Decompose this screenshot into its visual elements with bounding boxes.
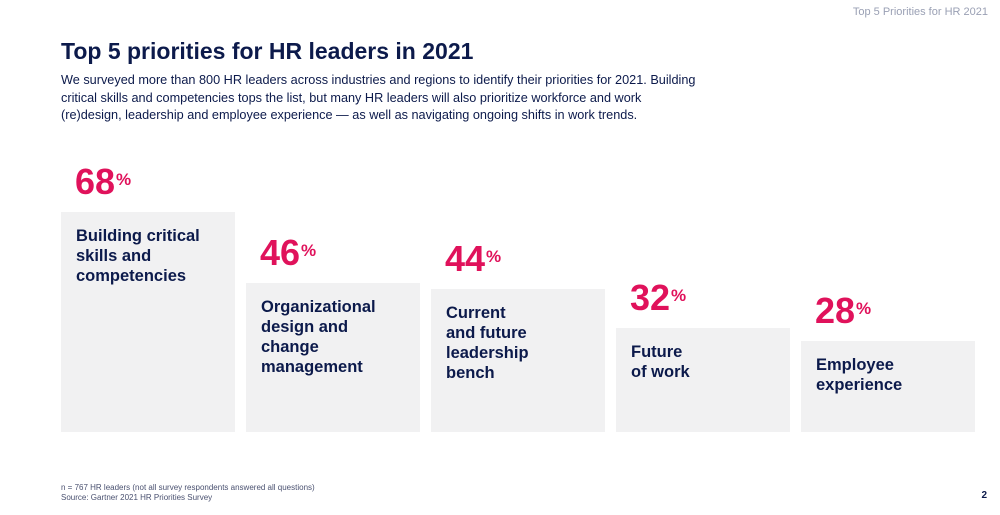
page-subtitle: We surveyed more than 800 HR leaders acr… bbox=[61, 73, 696, 122]
bar-1 bbox=[61, 212, 235, 432]
bar-value-percent-sign: % bbox=[671, 286, 687, 305]
page-title: Top 5 priorities for HR leaders in 2021 bbox=[61, 38, 474, 64]
bar-label-line: skills and bbox=[76, 247, 152, 265]
header-label: Top 5 Priorities for HR 2021 bbox=[852, 6, 988, 18]
bar-4 bbox=[616, 328, 790, 432]
bar-label-line: leadership bbox=[446, 344, 529, 362]
bar-label-1: Building critical skills and competencies bbox=[76, 226, 200, 286]
bar-3 bbox=[431, 289, 605, 432]
bar-value-number: 46 bbox=[260, 232, 301, 273]
bar-value-4: 32% bbox=[630, 280, 686, 316]
bar-label-line: management bbox=[261, 358, 363, 376]
bar-value-percent-sign: % bbox=[116, 170, 132, 189]
bar-value-3: 44% bbox=[445, 241, 501, 277]
bar-value-5: 28% bbox=[815, 293, 871, 329]
bar-label-4: Future of work bbox=[631, 342, 690, 382]
footnote: n = 767 HR leaders (not all survey respo… bbox=[61, 483, 315, 503]
bar-value-number: 68 bbox=[75, 161, 116, 202]
bar-label-line: Future bbox=[631, 343, 683, 361]
bar-label-3: Current and future leadership bench bbox=[446, 303, 529, 383]
bar-label-line: competencies bbox=[76, 267, 187, 285]
bar-label-line: of work bbox=[631, 363, 690, 381]
bar-label-line: and future bbox=[446, 324, 527, 342]
bar-label-line: Current bbox=[446, 304, 506, 322]
bar-label-line: experience bbox=[816, 376, 903, 394]
bar-label-2: Organizational design and change management bbox=[261, 297, 376, 377]
bar-label-line: design and bbox=[261, 318, 349, 336]
bar-value-percent-sign: % bbox=[856, 299, 872, 318]
page-number: 2 bbox=[981, 490, 987, 501]
bar-value-number: 28 bbox=[815, 290, 856, 331]
bar-label-line: Organizational bbox=[261, 298, 376, 316]
bar-value-2: 46% bbox=[260, 235, 316, 271]
bar-label-line: bench bbox=[446, 364, 495, 382]
bar-label-line: Employee bbox=[816, 356, 894, 374]
bar-value-percent-sign: % bbox=[301, 241, 317, 260]
bar-5 bbox=[801, 341, 975, 432]
footnote-sample-size: n = 767 HR leaders (not all survey respo… bbox=[61, 483, 315, 492]
bar-value-number: 44 bbox=[445, 238, 486, 279]
footnote-source: Source: Gartner 2021 HR Priorities Surve… bbox=[61, 493, 213, 502]
bar-label-5: Employee experience bbox=[816, 355, 902, 395]
bar-2 bbox=[246, 283, 420, 432]
bar-label-line: change bbox=[261, 338, 319, 356]
bar-value-1: 68% bbox=[75, 164, 131, 200]
bar-value-percent-sign: % bbox=[486, 247, 502, 266]
bar-value-number: 32 bbox=[630, 277, 671, 318]
bar-label-line: Building critical bbox=[76, 227, 200, 245]
